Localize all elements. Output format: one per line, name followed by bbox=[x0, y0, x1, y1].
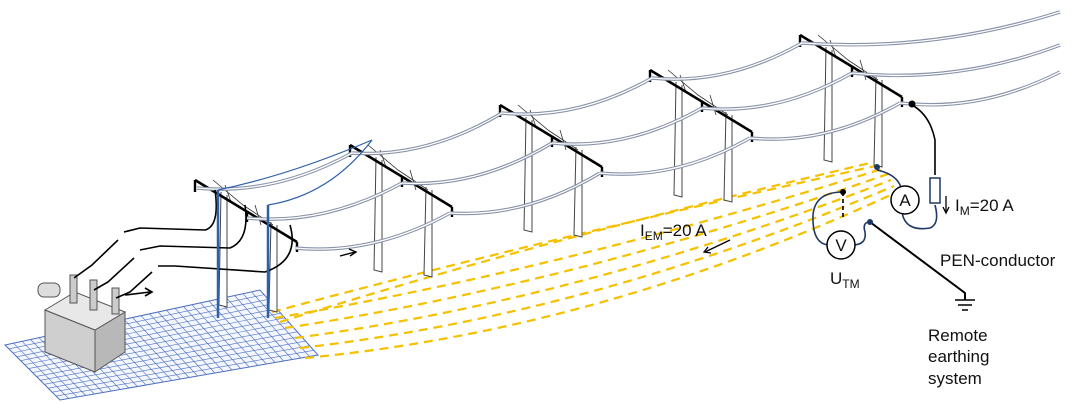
phase-conductor-inner bbox=[196, 11, 1061, 190]
svg-text:V: V bbox=[835, 236, 847, 255]
label-i-m: IM=20 A bbox=[955, 196, 1014, 218]
grid-line bbox=[36, 326, 294, 377]
transformer bbox=[37, 274, 127, 373]
earth-electrode-wires bbox=[271, 158, 898, 360]
tower-leg bbox=[673, 81, 683, 198]
earth-wire bbox=[304, 191, 898, 360]
phase-conductor-inner bbox=[246, 44, 1061, 220]
grid-line bbox=[44, 336, 302, 385]
phase-conductors bbox=[196, 10, 1061, 251]
earth-wire bbox=[279, 158, 884, 324]
label-u-tm: UTM bbox=[830, 269, 860, 291]
earth-wire bbox=[294, 178, 892, 340]
tower-leg bbox=[723, 111, 733, 203]
earth-wire bbox=[299, 184, 895, 350]
label-remote-earthing-3: system bbox=[928, 369, 982, 388]
label-remote-earthing-2: earthing bbox=[928, 347, 989, 366]
grid-line bbox=[48, 340, 306, 389]
tower-leg bbox=[373, 156, 383, 273]
flow-arrow bbox=[339, 248, 358, 257]
resistor-icon bbox=[929, 177, 941, 204]
label-remote-earthing-1: Remote bbox=[928, 326, 988, 345]
grid-line bbox=[40, 331, 298, 381]
earth-wire bbox=[271, 163, 881, 314]
tower-crossarm bbox=[349, 143, 453, 209]
tower-leg bbox=[218, 191, 228, 308]
svg-text:A: A bbox=[899, 191, 911, 210]
tower-leg bbox=[523, 116, 533, 233]
earth-wire bbox=[284, 172, 889, 330]
ammeter: A bbox=[890, 185, 920, 215]
transmission-towers bbox=[193, 33, 904, 313]
earth-wire bbox=[274, 166, 886, 320]
phase-conductor-inner bbox=[294, 71, 1061, 250]
shield-wires bbox=[217, 139, 373, 206]
label-pen-conductor: PEN-conductor bbox=[940, 251, 1056, 270]
tower-leg bbox=[423, 186, 433, 278]
tower-leg bbox=[268, 221, 278, 313]
overhead-earth-wire bbox=[216, 190, 270, 318]
grid-line bbox=[56, 350, 314, 397]
tower-leg bbox=[823, 46, 833, 163]
grid-line bbox=[52, 345, 310, 393]
current-arrows bbox=[702, 196, 950, 254]
measurement-circuit bbox=[812, 104, 975, 311]
voltmeter: V bbox=[826, 230, 856, 260]
label-i-em: IEM=20 A bbox=[640, 221, 707, 243]
tower-leg bbox=[573, 146, 583, 238]
tower-leg bbox=[873, 76, 883, 168]
busbar-switches bbox=[73, 189, 294, 299]
phase-conductor bbox=[196, 10, 1061, 191]
